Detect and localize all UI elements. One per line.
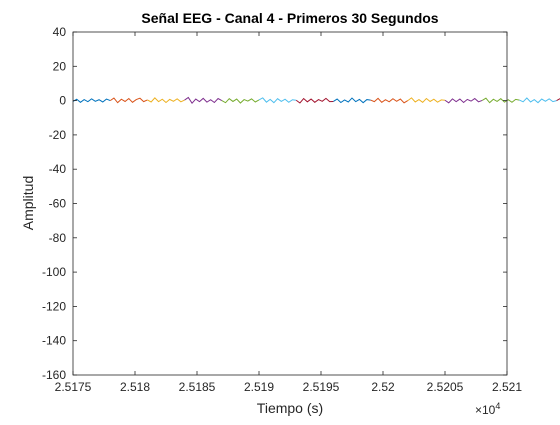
- series-line-7: [295, 97, 334, 104]
- series-line-10: [407, 97, 446, 103]
- y-tick-label: -80: [49, 231, 67, 245]
- x-tick-label: 2.52: [371, 380, 395, 394]
- x-tick-label: 2.519: [244, 380, 274, 394]
- y-tick-label: -100: [42, 265, 66, 279]
- series-layer: [72, 96, 560, 104]
- series-line-4: [184, 96, 223, 104]
- series-line-1: [72, 98, 111, 103]
- x-tick-label: 2.521: [492, 380, 522, 394]
- series-line-12: [481, 97, 520, 104]
- x-tick-label: 2.518: [120, 380, 150, 394]
- series-line-8: [333, 97, 371, 104]
- series-line-9: [370, 97, 409, 104]
- x-exponent-label: ×104: [475, 401, 500, 417]
- y-tick-label: 0: [59, 94, 66, 108]
- plot-area: [73, 32, 507, 375]
- y-tick-label: -140: [42, 334, 66, 348]
- y-axis-label: Amplitud: [20, 176, 36, 230]
- x-exponent-base: ×10: [475, 403, 496, 417]
- y-tick-label: -120: [42, 299, 66, 313]
- x-tick-label: 2.5185: [179, 380, 216, 394]
- series-line-11: [444, 97, 483, 104]
- chart-title: Señal EEG - Canal 4 - Primeros 30 Segund…: [141, 10, 438, 26]
- y-tick-label: -160: [42, 368, 66, 382]
- x-tick-label: 2.5205: [427, 380, 464, 394]
- ticks-layer: 2.5175 2.518 2.5185 2.519 2.5195 2.52 2.5205 2.…: [42, 25, 522, 394]
- y-tick-label: 40: [53, 25, 67, 39]
- x-tick-label: 2.5195: [303, 380, 340, 394]
- series-line-2: [109, 97, 148, 104]
- series-line-5: [221, 98, 260, 104]
- y-tick-label: -40: [49, 162, 67, 176]
- series-line-6: [258, 97, 297, 104]
- y-tick-label: -20: [49, 128, 67, 142]
- y-tick-label: -60: [49, 197, 67, 211]
- series-line-13: [519, 97, 557, 104]
- series-line-14: [556, 98, 560, 102]
- x-axis-label: Tiempo (s): [257, 400, 323, 416]
- y-tick-label: 20: [53, 59, 67, 73]
- series-line-3: [147, 97, 185, 104]
- x-exponent-power: 4: [495, 401, 500, 411]
- x-tick-label: 2.5175: [55, 380, 92, 394]
